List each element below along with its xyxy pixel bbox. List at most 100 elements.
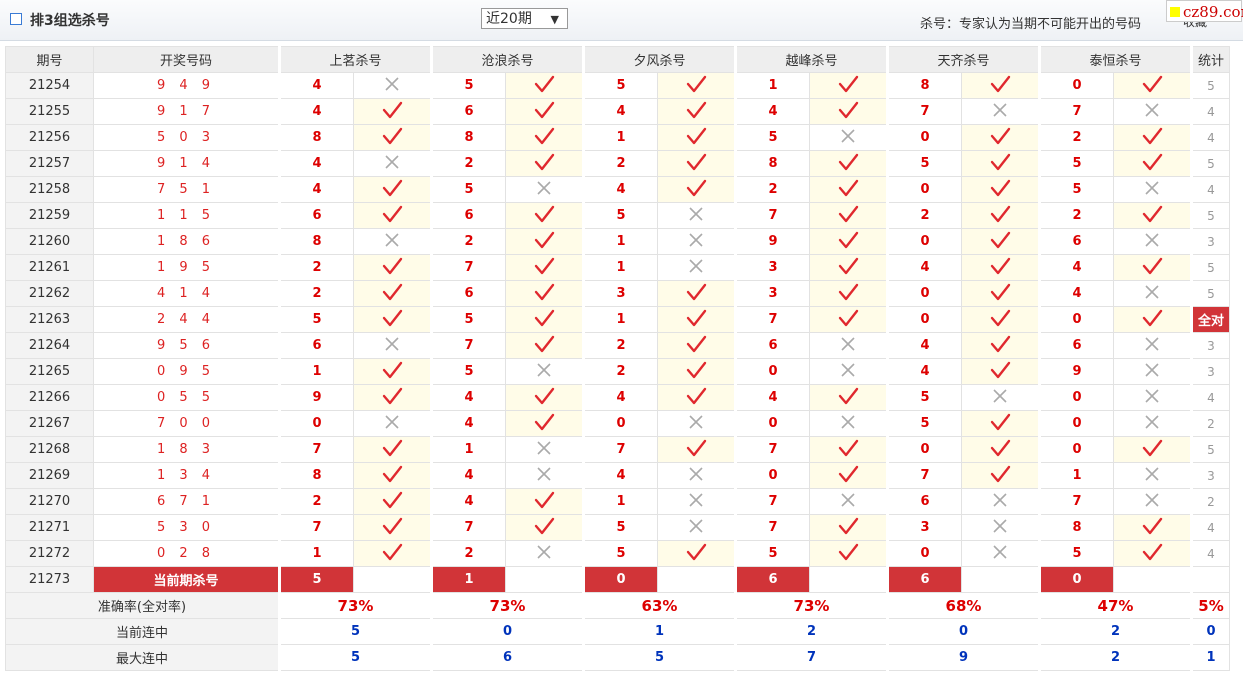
hit-cell	[1113, 176, 1192, 203]
summary-value: 73%	[430, 592, 584, 619]
summary-value: 47%	[1038, 592, 1192, 619]
check-icon	[382, 543, 403, 560]
draw-number: 1 9 5	[93, 254, 280, 281]
check-icon	[382, 101, 403, 118]
hit-cell	[1113, 228, 1192, 255]
hit-cell	[505, 280, 584, 307]
hit-cell	[809, 202, 888, 229]
kill-number: 5	[1038, 176, 1114, 203]
kill-number: 6	[278, 332, 354, 359]
kill-number: 2	[1038, 202, 1114, 229]
hit-cell	[353, 358, 432, 385]
kill-number: 4	[278, 150, 354, 177]
current-kill: 6	[734, 566, 810, 593]
check-icon	[838, 153, 859, 170]
kill-number: 6	[1038, 228, 1114, 255]
summary-value: 63%	[582, 592, 736, 619]
hit-cell	[809, 150, 888, 177]
cross-icon	[841, 492, 855, 507]
hit-cell	[353, 514, 432, 541]
draw-number: 0 9 5	[93, 358, 280, 385]
summary-label: 准确率(全对率)	[5, 592, 280, 619]
hit-cell	[809, 358, 888, 385]
kill-number: 5	[278, 306, 354, 333]
kill-number: 5	[1038, 540, 1114, 567]
stat: 3	[1190, 462, 1230, 489]
title: 排3组选杀号	[30, 13, 110, 29]
kill-number: 3	[886, 514, 962, 541]
hit-cell	[657, 436, 736, 463]
check-icon	[686, 439, 707, 456]
row: 最大连中 5 6 5 7 9 2 1	[5, 644, 1230, 671]
check-icon	[534, 101, 555, 118]
kill-number: 6	[430, 280, 506, 307]
blank	[505, 566, 584, 593]
hit-cell	[961, 202, 1040, 229]
hit-cell	[1113, 202, 1192, 229]
hit-cell	[961, 176, 1040, 203]
hit-cell	[961, 228, 1040, 255]
stat: 4	[1190, 514, 1230, 541]
check-icon	[382, 361, 403, 378]
kill-number: 3	[734, 280, 810, 307]
period: 21262	[5, 280, 94, 307]
kill-number: 2	[582, 150, 658, 177]
check-icon	[382, 517, 403, 534]
kill-number: 5	[430, 72, 506, 99]
draw-number: 1 8 3	[93, 436, 280, 463]
kill-number: 4	[278, 72, 354, 99]
check-icon	[990, 75, 1011, 92]
check-icon	[534, 335, 555, 352]
kill-number: 4	[430, 410, 506, 437]
check-icon	[686, 283, 707, 300]
kill-number: 6	[1038, 332, 1114, 359]
kill-number: 3	[734, 254, 810, 281]
cross-icon	[537, 544, 551, 559]
cross-icon	[537, 180, 551, 195]
hit-cell	[1113, 72, 1192, 99]
hit-cell	[657, 254, 736, 281]
hit-cell	[657, 540, 736, 567]
kill-number: 4	[278, 98, 354, 125]
hit-cell	[961, 124, 1040, 151]
hit-cell	[353, 176, 432, 203]
kill-number: 5	[430, 306, 506, 333]
hit-cell	[809, 228, 888, 255]
hit-cell	[657, 384, 736, 411]
cross-icon	[689, 232, 703, 247]
blank	[353, 566, 432, 593]
kill-number: 0	[278, 410, 354, 437]
hit-cell	[961, 488, 1040, 515]
arrow: ▼	[550, 13, 559, 26]
row: 期号 开奖号码 上茗杀号 沧浪杀号 夕风杀号 越峰杀号 天齐杀号 泰恒杀号 统计	[5, 46, 1230, 73]
draw-number: 9 1 7	[93, 98, 280, 125]
kill-number: 4	[430, 488, 506, 515]
kill-number: 4	[886, 332, 962, 359]
summary-label: 当前连中	[5, 618, 280, 645]
hit-cell	[809, 384, 888, 411]
check-icon	[838, 283, 859, 300]
check-icon	[686, 75, 707, 92]
check-icon	[382, 309, 403, 326]
hit-cell	[657, 202, 736, 229]
check-icon	[686, 153, 707, 170]
kill-number: 4	[430, 462, 506, 489]
kill-number: 5	[582, 202, 658, 229]
kill-number: 0	[734, 462, 810, 489]
blank	[809, 566, 888, 593]
stat: 4	[1190, 124, 1230, 151]
check-icon	[534, 517, 555, 534]
kill-number: 1	[582, 488, 658, 515]
hit-cell	[505, 98, 584, 125]
logo: cz89.com	[1166, 0, 1243, 22]
stat: 4	[1190, 540, 1230, 567]
period-select[interactable]: ▼ 近20期	[481, 8, 568, 29]
kill-number: 7	[734, 306, 810, 333]
period: 21258	[5, 176, 94, 203]
draw-number: 0 2 8	[93, 540, 280, 567]
summary-value: 68%	[886, 592, 1040, 619]
hit-cell	[657, 514, 736, 541]
